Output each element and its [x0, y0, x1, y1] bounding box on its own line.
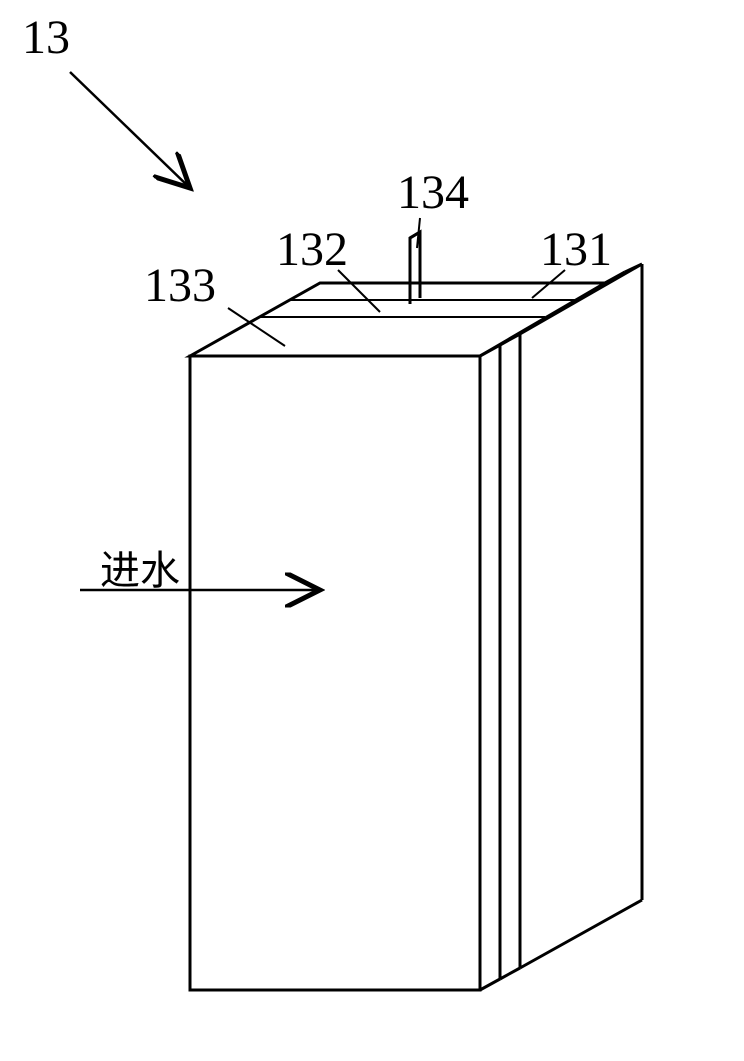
label-134: 134	[397, 165, 469, 220]
bottom-front-to-slab1	[480, 979, 500, 990]
label-132: 132	[276, 222, 348, 277]
label-133: 133	[144, 258, 216, 313]
leader-133	[228, 308, 285, 346]
bottom-slab1-to-slab2	[500, 968, 520, 979]
diagram-svg	[0, 0, 744, 1061]
front-face	[190, 356, 480, 990]
slab2-top-front-edge	[500, 334, 520, 345]
label-13: 13	[22, 10, 70, 65]
bottom-slab2-to-back	[520, 900, 642, 968]
label-inlet: 进水	[100, 538, 180, 596]
slab1-top-front-edge	[480, 345, 500, 356]
label-131: 131	[540, 222, 612, 277]
leader-13	[70, 72, 190, 188]
